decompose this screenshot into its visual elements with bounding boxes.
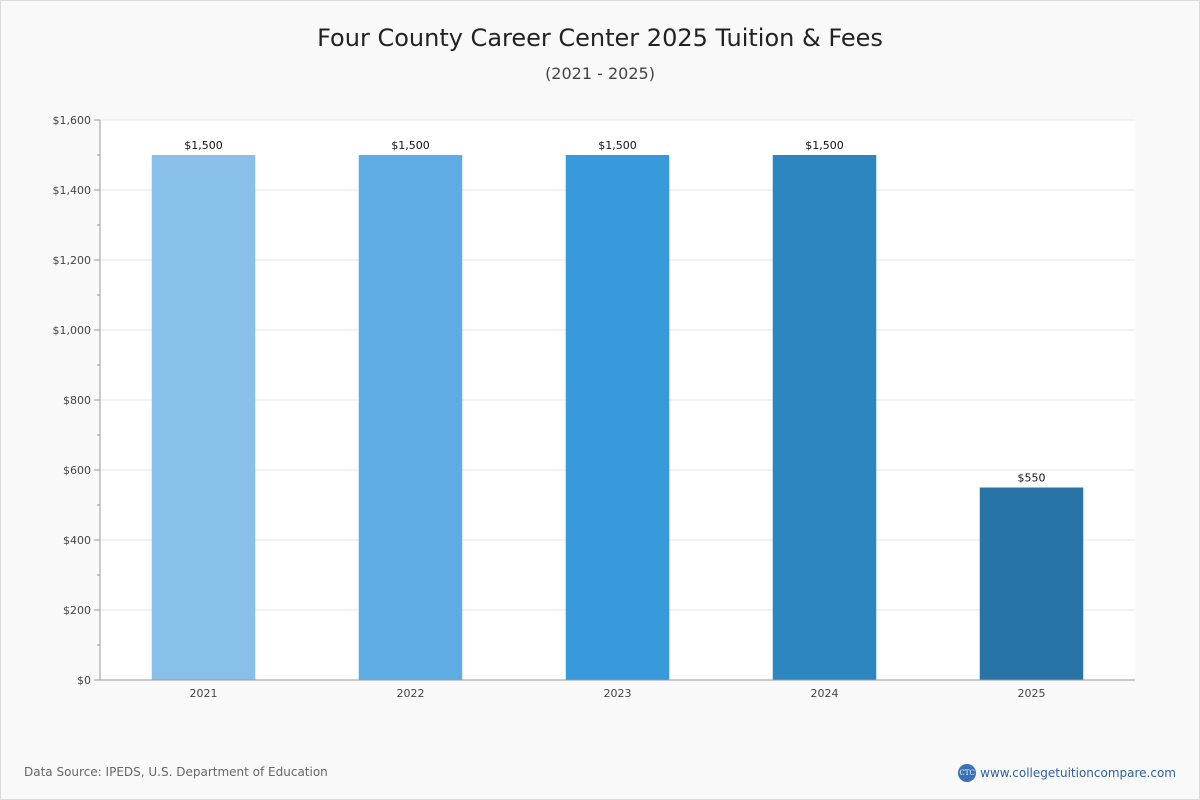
labels: $0 $200 $400 $600 $800 $1,000 $1,200 $1,400 $1,6… bbox=[53, 114, 1046, 700]
data-source-note: Data Source: IPEDS, U.S. Department of E… bbox=[24, 765, 328, 779]
bar-value-label: $1,500 bbox=[184, 139, 223, 152]
bar-2025 bbox=[979, 487, 1084, 680]
brand-url-link[interactable]: www.collegetuitioncompare.com bbox=[980, 766, 1176, 780]
brand-logo-icon: CTC bbox=[958, 764, 977, 782]
axes bbox=[94, 119, 1135, 681]
y-tick-label: $200 bbox=[63, 604, 91, 617]
bar-2021 bbox=[151, 155, 256, 680]
x-tick-label: 2021 bbox=[190, 687, 218, 700]
y-tick-label: $600 bbox=[63, 464, 91, 477]
chart-subtitle: (2021 - 2025) bbox=[545, 64, 655, 83]
bar-value-label: $550 bbox=[1018, 472, 1046, 485]
y-tick-label: $0 bbox=[77, 674, 91, 687]
bar-2022 bbox=[358, 155, 463, 680]
y-tick-label: $800 bbox=[63, 394, 91, 407]
y-tick-label: $1,200 bbox=[53, 254, 92, 267]
bar-2024 bbox=[772, 155, 877, 680]
x-tick-label: 2023 bbox=[604, 687, 632, 700]
y-tick-label: $1,000 bbox=[53, 324, 92, 337]
bars bbox=[151, 155, 1084, 680]
x-tick-label: 2025 bbox=[1018, 687, 1046, 700]
bar-value-label: $1,500 bbox=[805, 139, 844, 152]
chart-title: Four County Career Center 2025 Tuition &… bbox=[317, 24, 883, 52]
bar-value-label: $1,500 bbox=[391, 139, 430, 152]
brand[interactable]: CTC www.collegetuitioncompare.com bbox=[958, 764, 1176, 782]
x-tick-label: 2022 bbox=[397, 687, 425, 700]
bar-value-label: $1,500 bbox=[598, 139, 637, 152]
y-tick-label: $1,600 bbox=[53, 114, 92, 127]
y-tick-label: $400 bbox=[63, 534, 91, 547]
y-tick-label: $1,400 bbox=[53, 184, 92, 197]
x-tick-label: 2024 bbox=[811, 687, 839, 700]
bar-2023 bbox=[565, 155, 670, 680]
